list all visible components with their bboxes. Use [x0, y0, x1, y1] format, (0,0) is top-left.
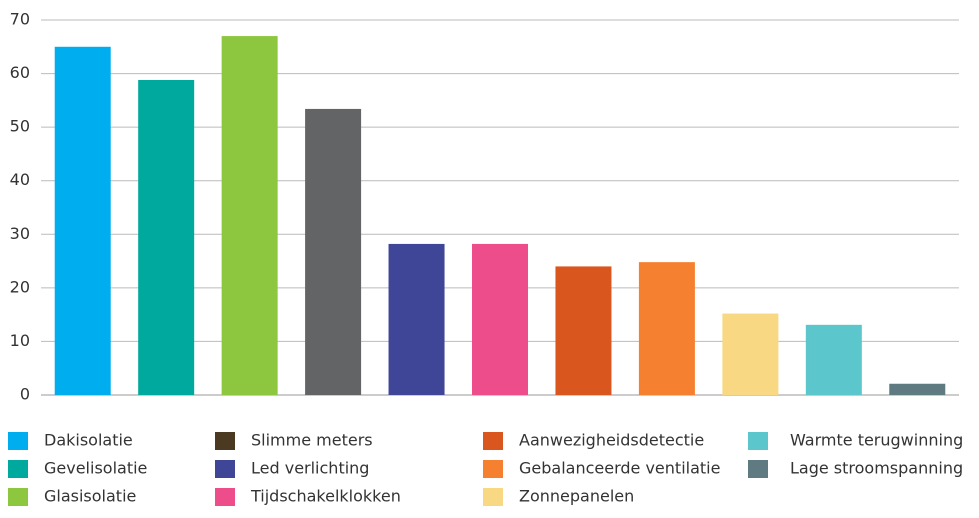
bar [221, 36, 278, 395]
legend-swatch [8, 488, 28, 506]
bar [388, 243, 445, 395]
legend-swatch [483, 488, 503, 506]
legend-label: Slimme meters [251, 431, 373, 450]
y-tick-label: 20 [10, 277, 30, 296]
legend-swatch [8, 460, 28, 478]
legend-label: Tijdschakelklokken [250, 487, 401, 506]
legend-label: Warmte terugwinning [790, 431, 963, 450]
y-tick-label: 60 [10, 63, 30, 82]
legend-label: Aanwezigheidsdetectie [519, 431, 704, 450]
legend-label: Gebalanceerde ventilatie [519, 459, 720, 478]
legend-label: Glasisolatie [44, 487, 136, 506]
y-tick-label: 30 [10, 224, 30, 243]
legend-swatch [215, 488, 235, 506]
y-tick-label: 0 [20, 385, 30, 404]
legend-label: Zonnepanelen [519, 487, 634, 506]
legend-swatch [215, 460, 235, 478]
legend-swatch [483, 460, 503, 478]
bar [638, 262, 695, 395]
legend-swatch [8, 432, 28, 450]
bar [722, 313, 779, 395]
legend-label: Gevelisolatie [44, 459, 147, 478]
y-tick-label: 40 [10, 170, 30, 189]
legend-swatch [748, 432, 768, 450]
legend-label: Led verlichting [251, 459, 369, 478]
bar [889, 383, 946, 395]
legend-swatch [215, 432, 235, 450]
legend-label: Dakisolatie [44, 431, 133, 450]
bar [138, 80, 195, 395]
bar [555, 266, 612, 395]
bar [305, 108, 362, 395]
bar [54, 46, 111, 396]
bar [472, 243, 528, 395]
y-tick-label: 50 [10, 117, 30, 136]
legend-swatch [748, 460, 768, 478]
y-tick-label: 10 [10, 331, 30, 350]
legend-label: Lage stroomspanning [790, 459, 963, 478]
y-tick-label: 70 [10, 10, 30, 29]
legend-swatch [483, 432, 503, 450]
bar [805, 324, 862, 395]
